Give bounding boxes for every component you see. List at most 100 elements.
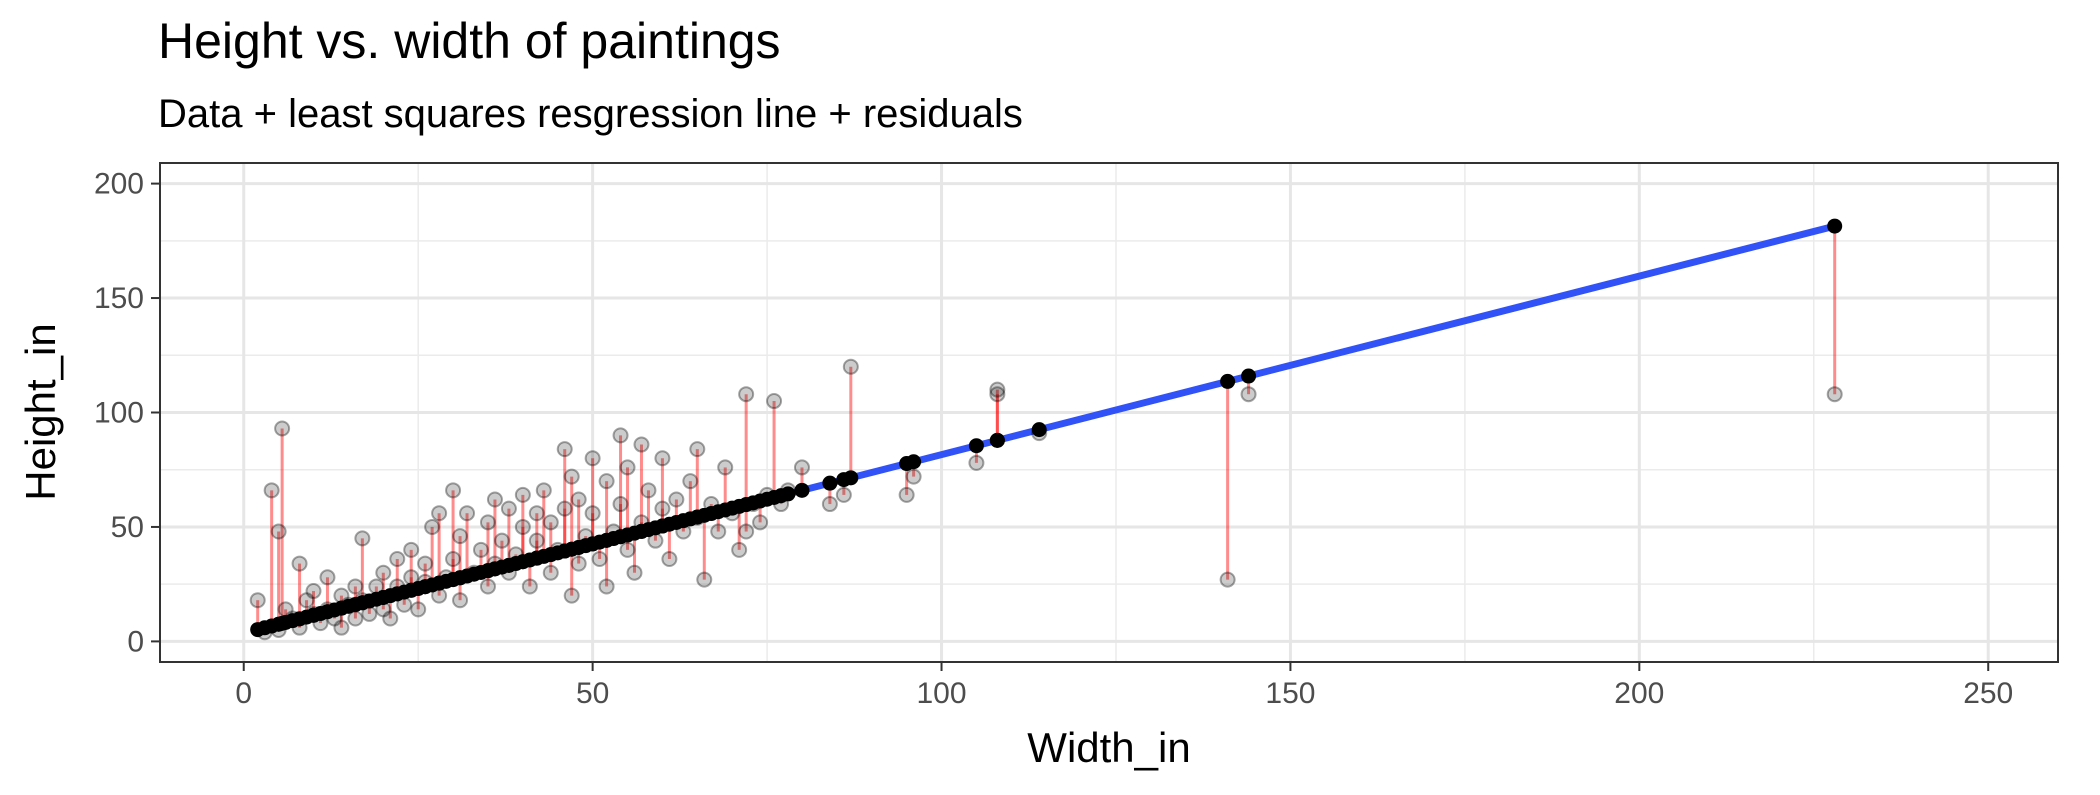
observed-point — [556, 441, 573, 458]
fitted-point — [989, 432, 1005, 448]
y-axis: 0 50 100 150 200 — [94, 168, 160, 658]
fitted-point — [1827, 218, 1843, 234]
observed-point — [752, 514, 769, 531]
y-tick-label: 150 — [94, 282, 144, 315]
observed-point — [842, 358, 859, 375]
observed-point — [486, 491, 503, 508]
observed-point — [1826, 386, 1843, 403]
observed-point — [431, 505, 448, 522]
observed-point — [479, 514, 496, 531]
observed-point — [493, 532, 510, 549]
observed-point — [654, 500, 671, 517]
observed-point — [696, 571, 713, 588]
y-tick-label: 0 — [127, 625, 144, 658]
observed-point — [305, 583, 322, 600]
x-tick-label: 100 — [916, 677, 966, 710]
observed-point — [570, 555, 587, 572]
observed-point — [542, 514, 559, 531]
observed-point — [472, 541, 489, 558]
observed-point — [347, 610, 364, 627]
observed-point — [738, 523, 755, 540]
observed-point — [528, 505, 545, 522]
observed-point — [989, 386, 1006, 403]
observed-point — [682, 473, 699, 490]
observed-point — [459, 505, 476, 522]
observed-point — [270, 523, 287, 540]
observed-point — [612, 496, 629, 513]
fitted-point — [1241, 368, 1257, 384]
observed-point — [731, 541, 748, 558]
observed-point — [717, 459, 734, 476]
observed-point — [389, 550, 406, 567]
observed-point — [479, 578, 496, 595]
x-axis: 0 50 100 150 200 250 — [235, 662, 2013, 710]
observed-point — [263, 482, 280, 499]
observed-point — [654, 450, 671, 467]
fitted-point — [968, 438, 984, 454]
x-tick-label: 150 — [1265, 677, 1315, 710]
observed-point — [591, 550, 608, 567]
observed-point — [793, 459, 810, 476]
y-tick-label: 100 — [94, 397, 144, 430]
observed-point — [584, 505, 601, 522]
observed-point — [382, 610, 399, 627]
observed-point — [452, 528, 469, 545]
observed-point — [333, 619, 350, 636]
observed-point — [738, 386, 755, 403]
x-tick-label: 200 — [1614, 677, 1664, 710]
x-tick-label: 0 — [235, 677, 252, 710]
fitted-point — [822, 475, 838, 491]
observed-point — [417, 555, 434, 572]
observed-point — [584, 450, 601, 467]
observed-point — [626, 564, 643, 581]
observed-point — [354, 530, 371, 547]
observed-point — [1240, 386, 1257, 403]
observed-point — [500, 500, 517, 517]
observed-point — [514, 518, 531, 535]
observed-point — [424, 518, 441, 535]
observed-point — [668, 491, 685, 508]
observed-point — [535, 482, 552, 499]
observed-point — [766, 393, 783, 410]
observed-point — [821, 496, 838, 513]
chart-title: Height vs. width of paintings — [158, 13, 781, 69]
observed-point — [661, 550, 678, 567]
fitted-point — [843, 470, 859, 486]
observed-point — [570, 491, 587, 508]
observed-point — [521, 578, 538, 595]
observed-point — [375, 564, 392, 581]
fitted-point — [1220, 373, 1236, 389]
observed-point — [898, 486, 915, 503]
observed-point — [619, 459, 636, 476]
observed-point — [619, 541, 636, 558]
observed-point — [968, 454, 985, 471]
observed-point — [445, 482, 462, 499]
observed-point — [612, 427, 629, 444]
observed-point — [989, 381, 1006, 398]
observed-point — [905, 468, 922, 485]
y-axis-title: Height_in — [17, 323, 64, 500]
observed-point — [556, 500, 573, 517]
observed-point — [347, 578, 364, 595]
observed-point — [563, 468, 580, 485]
y-tick-label: 50 — [111, 511, 144, 544]
observed-point — [835, 486, 852, 503]
observed-point — [452, 592, 469, 609]
observed-point — [528, 532, 545, 549]
observed-point — [319, 569, 336, 586]
fitted-point — [780, 486, 796, 502]
observed-point — [689, 441, 706, 458]
observed-point — [598, 578, 615, 595]
observed-point — [563, 587, 580, 604]
observed-point — [514, 486, 531, 503]
observed-point — [249, 592, 266, 609]
fitted-point — [1031, 422, 1047, 438]
x-tick-label: 250 — [1963, 677, 2013, 710]
observed-point — [445, 550, 462, 567]
x-tick-label: 50 — [576, 677, 609, 710]
observed-point — [410, 601, 427, 618]
observed-point — [710, 523, 727, 540]
major-grid — [160, 163, 2058, 662]
observed-point — [274, 420, 291, 437]
